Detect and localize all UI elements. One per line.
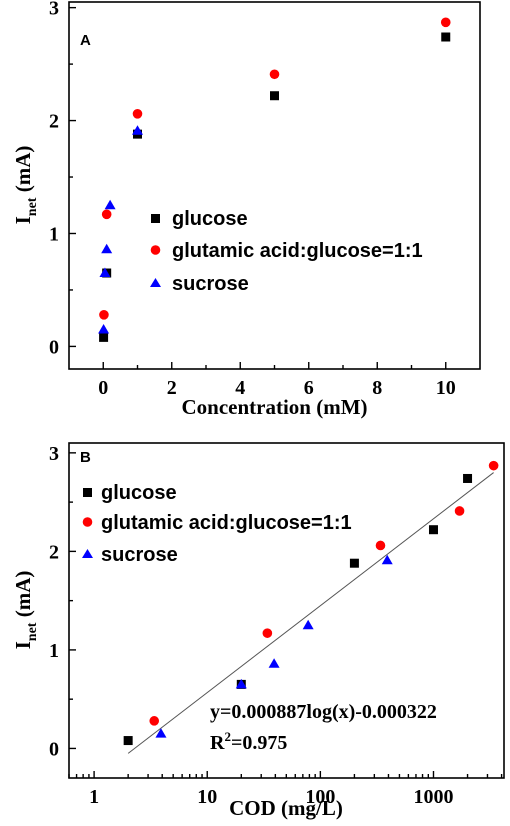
panel-b-x-axis-title: COD (mg/L)	[229, 796, 343, 820]
panel-a-y-tick-label: 2	[49, 111, 59, 133]
panel-b-r-squared-symbol: R	[210, 732, 225, 754]
panel-b-x-tick-label: 1000	[413, 786, 453, 808]
panel-b-y-axis-title: Inet (mA)	[11, 571, 40, 650]
panel-b-y-tick-label: 1	[49, 640, 59, 662]
panel-a-y-axis-subscript: net	[25, 197, 40, 216]
panel-b-point-glucose	[123, 736, 133, 746]
panel-b-y-tick-label: 2	[49, 541, 59, 563]
panel-b-ticks: 0 1 2 3 1 10 100 1000	[49, 443, 503, 808]
panel-b-y-tick-label: 3	[49, 443, 59, 465]
panel-a-point-glutamic-acid-glucose-1-1	[99, 309, 109, 320]
panel-b-y-tick-label: 0	[49, 738, 59, 760]
panel-b-point-glutamic-acid-glucose-1-1	[262, 628, 273, 638]
panel-a-y-tick-label: 1	[49, 223, 59, 245]
panel-b-point-glutamic-acid-glucose-1-1	[149, 716, 160, 726]
panel-b-legend: glucose glutamic acid:glucose=1:1 sucros…	[82, 482, 352, 566]
legend-a-marker-glutamic	[150, 245, 161, 255]
panel-b-fit-line	[127, 472, 494, 754]
panel-a-point-sucrose	[104, 199, 116, 210]
panel-b-point-glutamic-acid-glucose-1-1	[375, 540, 386, 551]
legend-a-glutamic: glutamic acid:glucose=1:1	[172, 240, 423, 262]
legend-a-marker-sucrose	[150, 278, 161, 287]
panel-b-point-sucrose	[268, 658, 280, 668]
panel-b: B 0 1 2 3 1 10 100 1000 glucose glutamic acid:g…	[11, 442, 505, 820]
panel-a-y-axis-unit: (mA)	[11, 146, 35, 198]
panel-b-point-sucrose	[235, 678, 247, 689]
panel-a-point-glutamic-acid-glucose-1-1	[101, 209, 112, 220]
panel-a-y-tick-label: 3	[49, 0, 59, 20]
panel-a-point-glucose	[441, 32, 451, 42]
panel-a-x-tick-label: 4	[235, 377, 245, 399]
panel-b-r-squared: R2=0.975	[210, 729, 287, 754]
panel-b-point-glutamic-acid-glucose-1-1	[488, 460, 499, 471]
panel-a-x-tick-label: 10	[436, 377, 456, 399]
panel-a-point-glutamic-acid-glucose-1-1	[440, 17, 451, 28]
panel-a-x-tick-label: 6	[304, 377, 314, 399]
panel-a-x-tick-label: 2	[167, 377, 177, 399]
panel-a-x-axis-title: Concentration (mM)	[181, 395, 367, 419]
panel-b-x-tick-label: 1	[89, 786, 99, 808]
panel-a-legend: glucose glutamic acid:glucose=1:1 sucros…	[150, 208, 423, 295]
panel-b-y-axis-symbol: I	[11, 641, 35, 649]
panel-a-y-axis-title: Inet (mA)	[11, 146, 40, 225]
legend-a-glucose: glucose	[172, 208, 248, 230]
panel-b-x-tick-label: 100	[305, 786, 335, 808]
panel-a-points	[98, 17, 451, 342]
legend-a-sucrose: sucrose	[172, 273, 249, 295]
panel-b-point-sucrose	[381, 554, 393, 565]
panel-b-y-axis-subscript: net	[25, 622, 40, 641]
panel-a-ticks: 0 1 2 3 0 2 4 6 8 10	[49, 0, 456, 399]
panel-a-x-tick-label: 0	[98, 377, 108, 399]
panel-a-point-glucose	[99, 332, 109, 342]
panel-b-point-sucrose	[302, 619, 314, 630]
panel-a-point-glucose	[270, 91, 279, 101]
panel-a-point-sucrose	[101, 243, 113, 254]
legend-b-marker-glucose	[83, 488, 92, 497]
panel-b-x-tick-label: 10	[197, 786, 217, 808]
panel-b-point-glutamic-acid-glucose-1-1	[454, 506, 465, 516]
panel-a: A 0 1 2 3 0 2 4 6 8 10 glucose glutamic acid:gluc…	[11, 0, 481, 419]
panel-b-fit-equation: y=0.000887log(x)-0.000322	[210, 701, 437, 723]
legend-b-marker-sucrose	[82, 549, 93, 558]
panel-a-point-glutamic-acid-glucose-1-1	[132, 108, 143, 119]
panel-a-point-glutamic-acid-glucose-1-1	[269, 69, 280, 80]
legend-b-sucrose: sucrose	[101, 544, 178, 566]
panel-b-y-axis-unit: (mA)	[11, 571, 35, 623]
panel-a-y-tick-label: 0	[49, 336, 59, 358]
panel-b-label: B	[80, 449, 91, 466]
legend-b-glucose: glucose	[101, 482, 177, 504]
panel-a-y-axis-symbol: I	[11, 216, 35, 224]
panel-b-r-squared-value: =0.975	[231, 732, 287, 754]
panel-a-point-sucrose	[98, 323, 110, 334]
panel-a-point-sucrose	[99, 267, 111, 278]
panel-a-point-sucrose	[132, 125, 143, 135]
panel-b-point-glucose	[463, 473, 473, 483]
panel-a-plot-frame	[68, 1, 481, 370]
legend-b-marker-glutamic	[82, 517, 93, 527]
panel-b-point-glucose	[428, 525, 438, 535]
legend-a-marker-glucose	[151, 214, 160, 223]
panel-b-point-glucose	[349, 558, 359, 568]
panel-a-x-tick-label: 8	[372, 377, 382, 399]
legend-b-glutamic: glutamic acid:glucose=1:1	[101, 512, 352, 534]
panel-a-label: A	[80, 32, 91, 49]
panel-b-points	[123, 460, 499, 746]
panel-b-point-sucrose	[155, 728, 167, 738]
panel-b-r-squared-exponent: 2	[224, 729, 231, 744]
